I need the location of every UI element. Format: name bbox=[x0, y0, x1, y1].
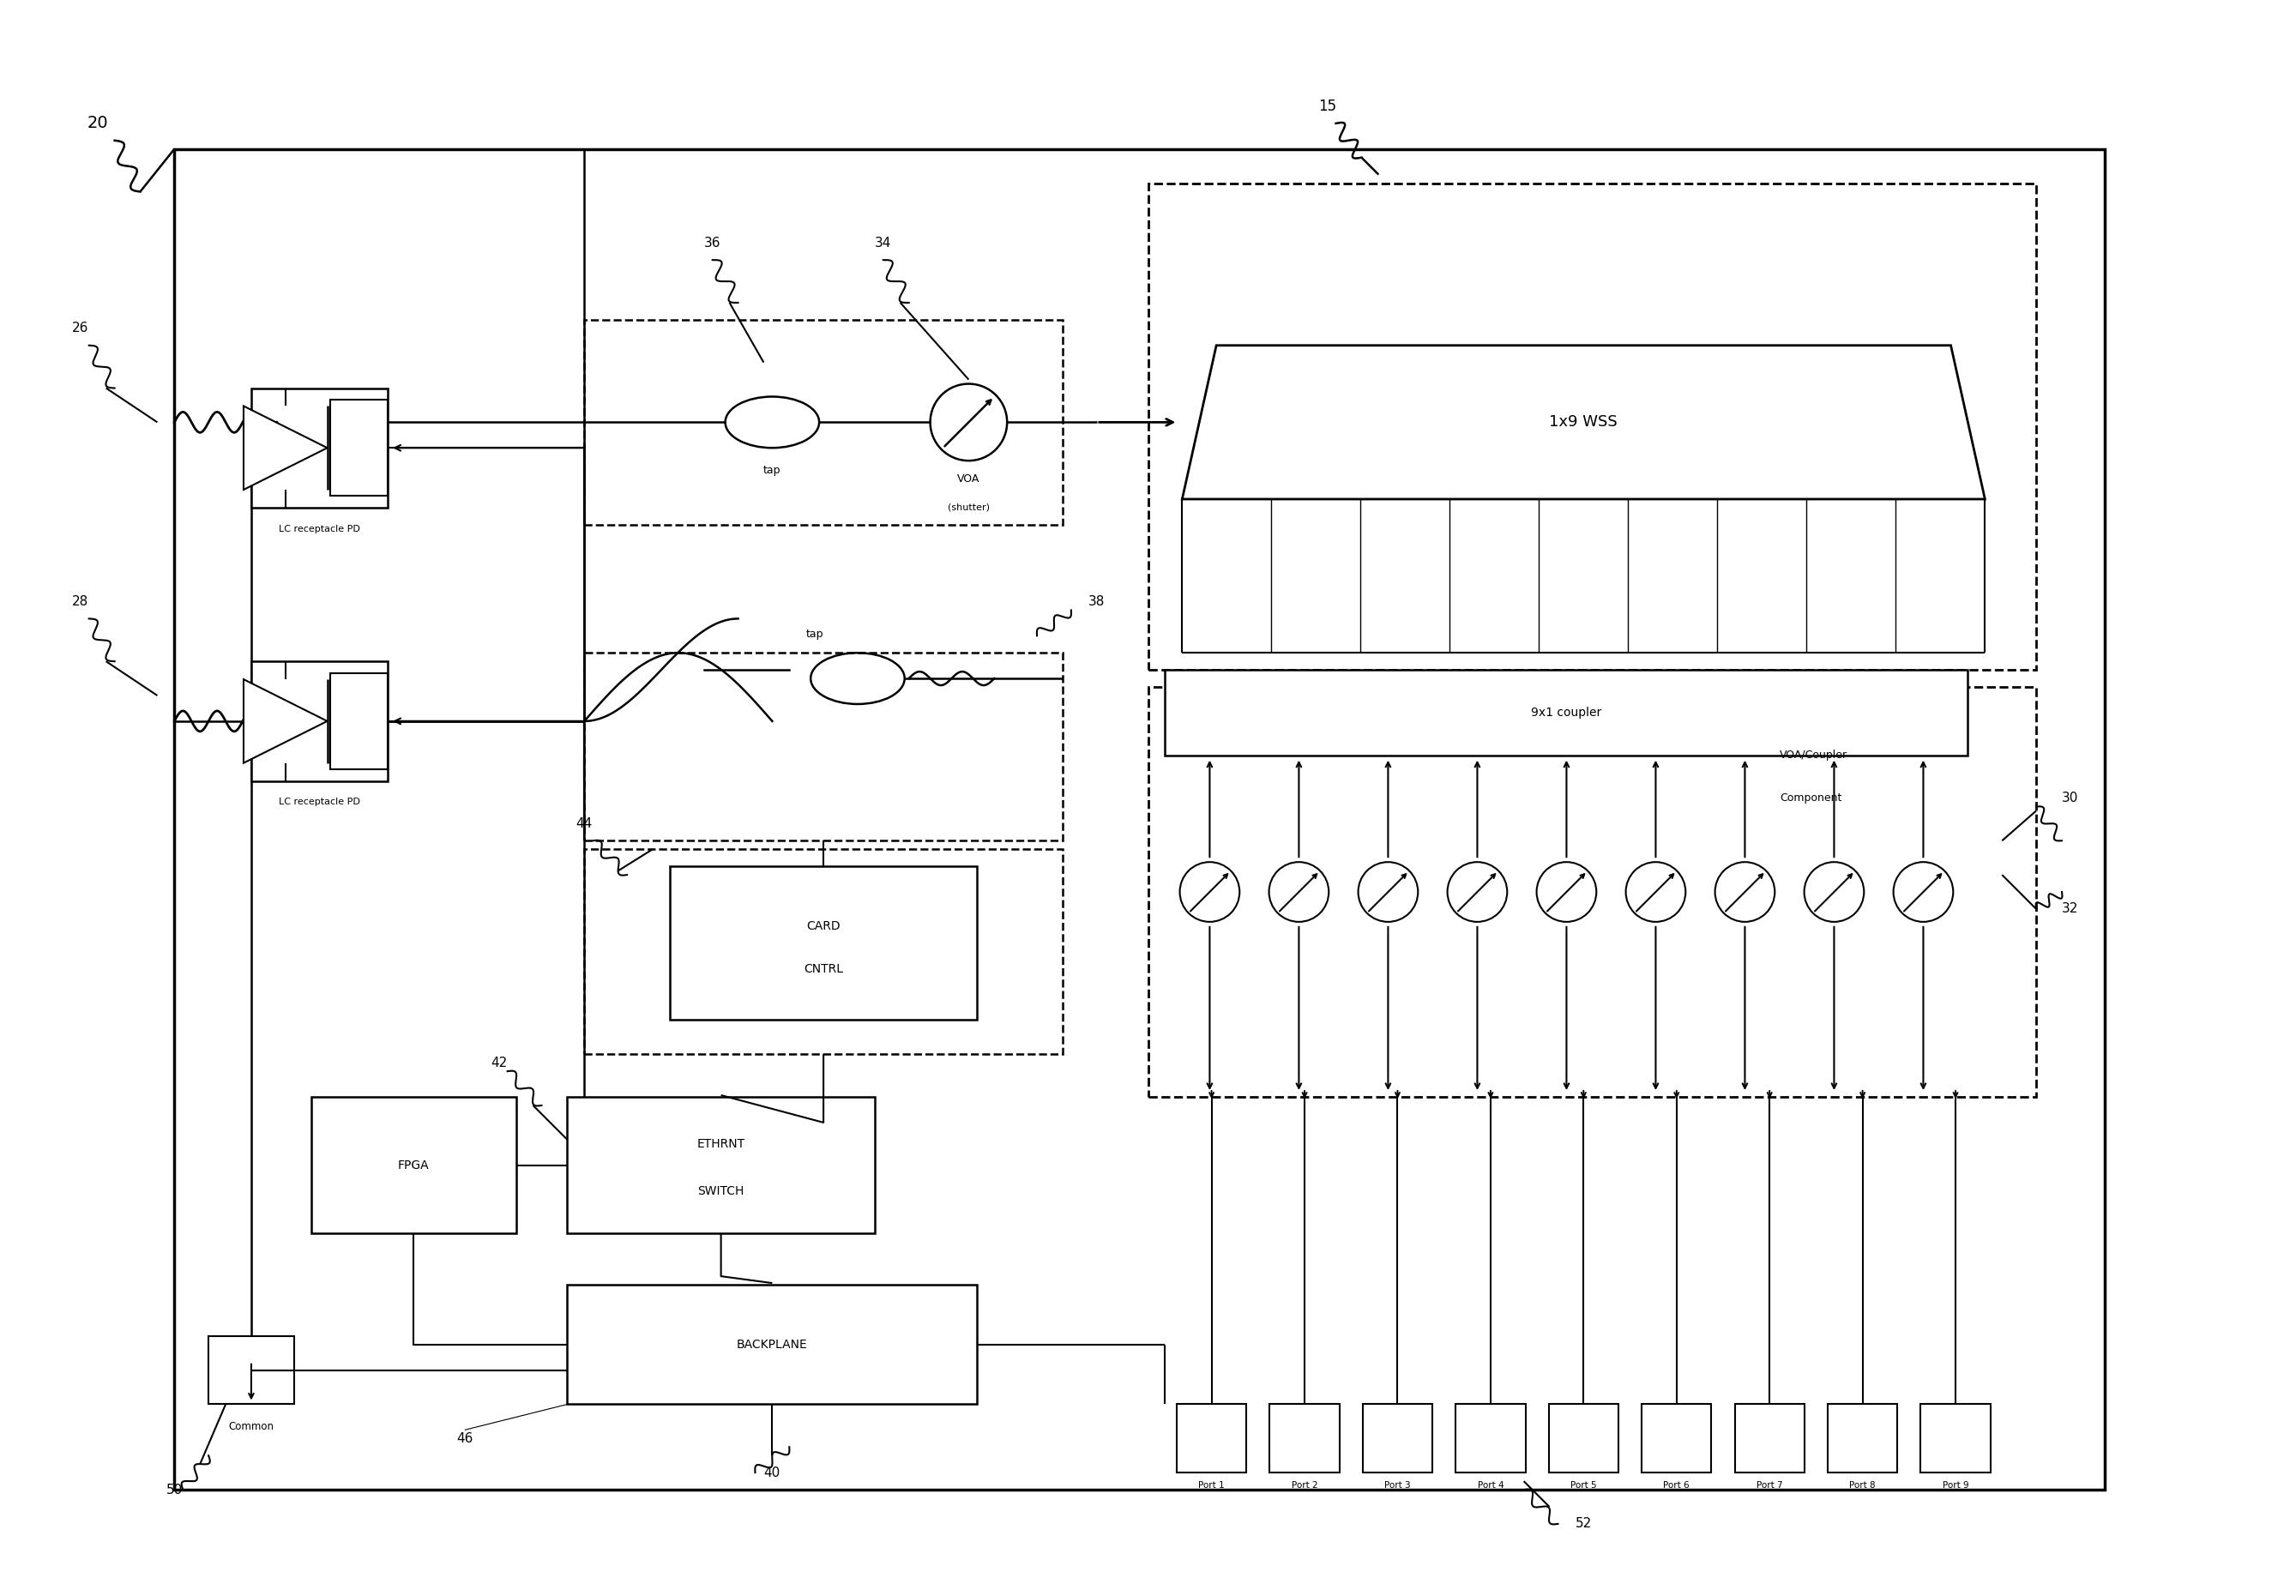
Text: 40: 40 bbox=[765, 1467, 781, 1479]
Text: Port 9: Port 9 bbox=[1942, 1481, 1968, 1489]
Text: 44: 44 bbox=[576, 817, 592, 830]
Bar bbox=[209, 1336, 294, 1404]
Polygon shape bbox=[243, 405, 328, 490]
Text: VOA/Coupler: VOA/Coupler bbox=[1779, 750, 1848, 761]
Bar bbox=[1148, 686, 2037, 1096]
Polygon shape bbox=[243, 680, 328, 763]
Text: Component: Component bbox=[1779, 793, 1841, 803]
Bar bbox=[1178, 1404, 1247, 1473]
Text: ETHRNT: ETHRNT bbox=[698, 1138, 744, 1149]
Text: tap: tap bbox=[765, 464, 781, 476]
Bar bbox=[1736, 1404, 1805, 1473]
Text: Port 5: Port 5 bbox=[1570, 1481, 1596, 1489]
Bar bbox=[1642, 1404, 1711, 1473]
Text: 20: 20 bbox=[87, 115, 108, 131]
Text: 26: 26 bbox=[71, 322, 90, 335]
Polygon shape bbox=[1182, 345, 1986, 500]
Text: 46: 46 bbox=[457, 1432, 473, 1444]
Bar bbox=[1164, 670, 1968, 755]
Text: 30: 30 bbox=[2062, 792, 2078, 804]
Bar bbox=[583, 319, 1063, 525]
Text: Port 4: Port 4 bbox=[1476, 1481, 1504, 1489]
Bar bbox=[174, 148, 2105, 1489]
Bar bbox=[670, 867, 978, 1020]
Bar bbox=[331, 674, 388, 769]
Text: CARD: CARD bbox=[806, 919, 840, 932]
Text: Port 3: Port 3 bbox=[1384, 1481, 1410, 1489]
Text: FPGA: FPGA bbox=[397, 1159, 429, 1171]
Text: 32: 32 bbox=[2062, 903, 2078, 916]
Text: 50: 50 bbox=[165, 1483, 184, 1495]
Bar bbox=[583, 653, 1063, 841]
Text: 28: 28 bbox=[71, 595, 90, 608]
Bar bbox=[1148, 184, 2037, 670]
Bar bbox=[567, 1096, 875, 1234]
Text: Port 8: Port 8 bbox=[1848, 1481, 1876, 1489]
Bar bbox=[310, 1096, 517, 1234]
Bar bbox=[583, 849, 1063, 1055]
Bar bbox=[1550, 1404, 1619, 1473]
Bar bbox=[250, 388, 388, 508]
Text: 42: 42 bbox=[491, 1057, 507, 1069]
Bar bbox=[1456, 1404, 1525, 1473]
Text: (shutter): (shutter) bbox=[948, 503, 990, 512]
Text: BACKPLANE: BACKPLANE bbox=[737, 1339, 808, 1350]
Text: Port 1: Port 1 bbox=[1199, 1481, 1224, 1489]
Text: 34: 34 bbox=[875, 236, 891, 249]
Text: VOA: VOA bbox=[957, 474, 980, 485]
Text: 38: 38 bbox=[1088, 595, 1104, 608]
Text: Port 6: Port 6 bbox=[1662, 1481, 1690, 1489]
Text: 36: 36 bbox=[705, 236, 721, 249]
Bar bbox=[567, 1285, 978, 1404]
Text: LC receptacle PD: LC receptacle PD bbox=[278, 525, 360, 533]
Bar bbox=[331, 401, 388, 496]
Text: Port 7: Port 7 bbox=[1756, 1481, 1782, 1489]
Bar bbox=[250, 661, 388, 780]
Text: 1x9 WSS: 1x9 WSS bbox=[1550, 415, 1619, 429]
Text: CNTRL: CNTRL bbox=[804, 962, 843, 975]
Bar bbox=[1364, 1404, 1433, 1473]
Bar bbox=[1828, 1404, 1896, 1473]
Text: 15: 15 bbox=[1318, 99, 1336, 113]
Bar bbox=[1270, 1404, 1339, 1473]
Text: SWITCH: SWITCH bbox=[698, 1184, 744, 1197]
Text: Common: Common bbox=[230, 1422, 273, 1433]
Text: LC receptacle PD: LC receptacle PD bbox=[278, 798, 360, 806]
Text: tap: tap bbox=[806, 629, 824, 640]
Text: 9x1 coupler: 9x1 coupler bbox=[1531, 707, 1603, 718]
Text: Port 2: Port 2 bbox=[1290, 1481, 1318, 1489]
Text: 52: 52 bbox=[1575, 1518, 1591, 1531]
Bar bbox=[1922, 1404, 1991, 1473]
